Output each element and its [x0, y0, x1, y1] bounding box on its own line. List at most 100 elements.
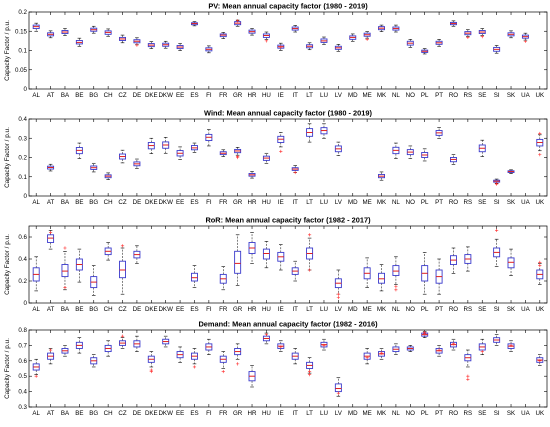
x-tick-label: DKE: [145, 410, 158, 417]
outlier-point: [523, 39, 528, 43]
box-IT: [291, 25, 299, 33]
box-PT: [435, 345, 443, 357]
box-UK: [536, 354, 544, 366]
box-PL: [421, 252, 429, 295]
outlier-point: [63, 246, 67, 250]
chart-title: PV: Mean annual capacity factor (1980 - …: [208, 2, 368, 11]
box-BA: [61, 246, 69, 291]
x-tick-label: AT: [47, 199, 55, 206]
outlier-point: [538, 264, 542, 268]
x-tick-label: DE: [133, 92, 142, 99]
box-LV: [334, 377, 342, 397]
box-AT: [47, 30, 55, 39]
iqr-box: [47, 234, 55, 243]
x-tick-label: IT: [292, 92, 298, 99]
box-IT: [291, 260, 299, 282]
outlier-point: [466, 377, 470, 381]
box-ES: [191, 265, 198, 288]
x-tick-label: BA: [61, 410, 70, 417]
box-DKW: [162, 136, 170, 154]
x-tick-label: RS: [464, 92, 473, 99]
outlier-point: [365, 356, 369, 360]
x-tick-label: NL: [392, 306, 400, 313]
x-tick-label: BG: [89, 199, 98, 206]
box-CZ: [119, 334, 126, 349]
x-tick-label: BG: [89, 92, 98, 99]
y-tick-label: 0: [24, 300, 28, 307]
x-tick-label: LU: [320, 410, 328, 417]
x-tick-label: EE: [176, 92, 184, 99]
x-tick-label: LT: [306, 92, 313, 99]
box-SE: [478, 139, 486, 157]
x-tick-label: FR: [219, 410, 228, 417]
x-tick-label: CZ: [118, 306, 126, 313]
y-axis-label: Capacity Factor / p.u.: [4, 234, 11, 295]
box-GR: [234, 146, 242, 160]
x-tick-label: BE: [75, 306, 83, 313]
box-SK: [507, 248, 515, 276]
box-NO: [406, 345, 414, 352]
y-axis-label: Capacity Factor / p.u.: [4, 127, 11, 188]
box-MK: [378, 264, 385, 292]
box-CH: [104, 242, 112, 261]
x-tick-label: FI: [206, 92, 212, 99]
x-tick-label: LT: [306, 306, 313, 313]
y-axis-label: Capacity Factor / p.u.: [4, 338, 11, 399]
box-IE: [277, 244, 285, 271]
outlier-point: [236, 19, 240, 23]
x-tick-label: FR: [219, 92, 228, 99]
y-axis-label: Capacity Factor / p.u.: [4, 20, 11, 81]
box-RO: [450, 338, 457, 351]
outlier-point: [379, 351, 384, 355]
x-tick-label: AL: [32, 306, 40, 313]
x-tick-label: PL: [421, 92, 429, 99]
box-GR: [234, 343, 242, 366]
outlier-point: [279, 345, 283, 349]
box-ME: [363, 257, 371, 288]
box-NL: [392, 24, 400, 33]
outlier-point: [509, 343, 513, 347]
outlier-point: [307, 373, 312, 377]
x-tick-label: BE: [75, 410, 83, 417]
x-tick-label: LV: [335, 306, 343, 313]
x-tick-label: ME: [362, 410, 371, 417]
x-tick-label: NO: [406, 410, 415, 417]
box-LT: [306, 233, 314, 272]
box-BG: [90, 354, 98, 368]
outlier-point: [279, 149, 283, 153]
outlier-point: [322, 343, 326, 347]
x-tick-label: MD: [348, 306, 358, 313]
box-AL: [32, 22, 40, 32]
box-SE: [478, 338, 486, 355]
x-tick-label: UK: [536, 306, 545, 313]
outlier-point: [307, 369, 312, 374]
iqr-box: [234, 250, 242, 274]
x-tick-label: HU: [262, 306, 271, 313]
y-tick-label: 0.05: [15, 67, 28, 74]
outlier-point: [48, 231, 53, 235]
x-tick-label: PL: [421, 199, 429, 206]
y-tick-label: 0.4: [18, 256, 27, 263]
box-CH: [104, 28, 112, 37]
box-FI: [205, 129, 213, 147]
box-MK: [378, 348, 385, 360]
x-tick-label: MK: [377, 410, 387, 417]
box-UA: [521, 32, 529, 43]
y-tick-label: 0.4: [18, 389, 27, 396]
x-tick-label: CZ: [118, 199, 126, 206]
box-SK: [507, 169, 515, 174]
chart-title: RoR: Mean annual capacity factor (1982 -…: [205, 216, 371, 225]
chart-panel: Demand: Mean annual capacity factor (198…: [4, 320, 548, 417]
box-AT: [47, 348, 55, 365]
box-LU: [320, 338, 328, 351]
x-tick-label: DKW: [158, 92, 173, 99]
x-tick-label: SK: [507, 410, 516, 417]
y-tick-label: 0.3: [18, 135, 27, 142]
x-tick-label: BE: [75, 199, 83, 206]
box-DKE: [147, 137, 155, 154]
x-tick-label: DKE: [145, 306, 158, 313]
x-tick-label: NL: [392, 92, 400, 99]
outlier-point: [63, 286, 67, 290]
x-tick-label: MK: [377, 306, 387, 313]
